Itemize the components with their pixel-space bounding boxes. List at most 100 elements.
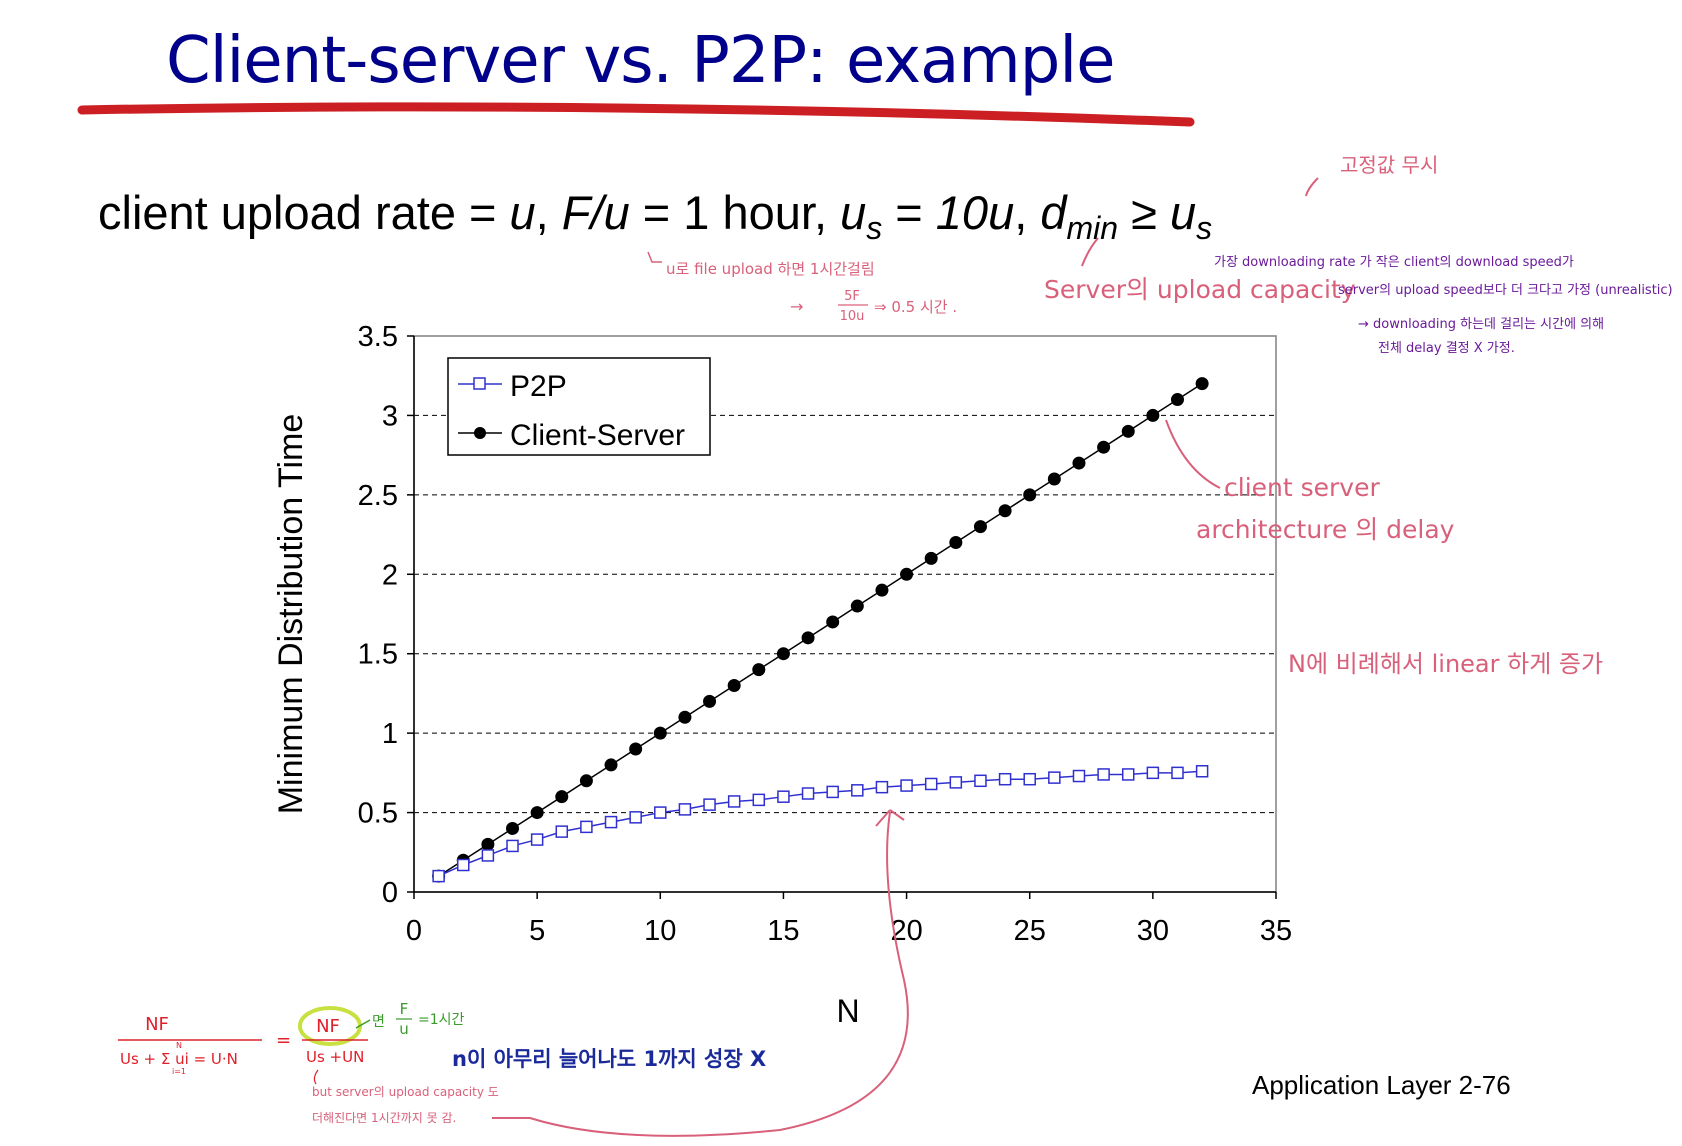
- x-tick-label: 25: [1014, 915, 1046, 947]
- client-server-point: [875, 583, 889, 597]
- formula-eq: =: [276, 1030, 291, 1051]
- x-axis-label: N: [836, 993, 859, 1029]
- client-server-point: [1072, 456, 1086, 470]
- x-tick-label: 0: [406, 915, 422, 947]
- param-text-5: ,: [1014, 186, 1041, 239]
- formula-sum-top: N: [176, 1041, 182, 1050]
- param-text-4: =: [882, 186, 936, 239]
- note-half-hour: ⇒ 0.5 시간 .: [874, 298, 957, 316]
- param-us2: u: [1169, 186, 1197, 239]
- param-us: u: [840, 186, 867, 239]
- p2p-point: [974, 774, 987, 788]
- p2p-point: [432, 869, 445, 883]
- param-d: d: [1040, 186, 1067, 239]
- slide-title: Client-server vs. P2P: example: [166, 24, 1115, 98]
- note-fu-num: F: [400, 1000, 409, 1018]
- note-dmin-2: server의 upload speed보다 더 크다고 가정 (unreali…: [1338, 283, 1673, 298]
- client-server-point: [1121, 424, 1135, 438]
- y-tick-label: 0: [382, 877, 398, 909]
- p2p-point: [1171, 766, 1184, 780]
- legend-cs-label: Client-Server: [510, 419, 685, 452]
- legend-cs-marker: [474, 427, 486, 439]
- note-n-grow: n이 아무리 늘어나도 1까지 성장 X: [452, 1047, 766, 1071]
- p2p-point: [457, 858, 470, 872]
- note-dmin-3: → downloading 하는데 걸리는 시간에 의해: [1358, 317, 1604, 332]
- y-tick-label: 1: [382, 718, 398, 750]
- client-server-point: [973, 520, 987, 534]
- note-one-hour: =1시간: [418, 1012, 465, 1028]
- p2p-point: [826, 785, 839, 799]
- client-server-point: [998, 504, 1012, 518]
- note-fixed-ignore: 고정값 무시: [1340, 153, 1438, 177]
- client-server-line: [438, 383, 1203, 877]
- note-fu-den: u: [399, 1020, 409, 1038]
- client-server-point: [1023, 488, 1037, 502]
- x-tick-label: 35: [1260, 915, 1292, 947]
- p2p-point: [530, 833, 544, 846]
- p2p-point: [703, 798, 716, 811]
- note-frac-den: 10u: [840, 309, 865, 324]
- p2p-point: [604, 815, 618, 829]
- legend-p2p-marker: [473, 377, 486, 390]
- p2p-point: [1121, 768, 1135, 781]
- note-arrow: →: [790, 297, 803, 316]
- note-server-capacity: Server의 upload capacity: [1044, 275, 1356, 304]
- client-server-point: [506, 821, 520, 835]
- client-server-point: [826, 615, 840, 629]
- y-axis-label: Minimum Distribution Time: [272, 414, 310, 815]
- y-tick-label: 0.5: [358, 798, 398, 830]
- p2p-point: [506, 839, 519, 853]
- note-but-1: but server의 upload capacity 도: [312, 1085, 499, 1099]
- p2p-point: [924, 777, 938, 791]
- note-cs-delay-1: client server: [1224, 473, 1380, 502]
- formula2-num: NF: [316, 1016, 340, 1037]
- x-tick-label: 5: [529, 915, 545, 947]
- formula2-den: Us +UN: [306, 1048, 364, 1066]
- p2p-point: [777, 790, 790, 803]
- client-server-point: [481, 837, 495, 851]
- param-d-sub: min: [1066, 210, 1119, 246]
- param-text-2: ,: [535, 186, 562, 239]
- p2p-point: [580, 820, 593, 834]
- note-cs-delay-2: architecture 의 delay: [1196, 515, 1455, 544]
- p2p-point: [1097, 768, 1110, 781]
- client-server-point: [727, 678, 741, 692]
- client-server-point: [1170, 393, 1184, 407]
- client-server-point: [801, 631, 815, 645]
- slide-footer: Application Layer 2-76: [1252, 1070, 1511, 1100]
- client-server-point: [1047, 472, 1061, 486]
- p2p-point: [678, 803, 692, 816]
- p2p-point: [875, 780, 889, 794]
- p2p-point: [949, 776, 963, 789]
- p2p-point: [1023, 772, 1036, 786]
- formula-sum-bot: i=1: [172, 1067, 186, 1076]
- client-server-point: [579, 774, 593, 788]
- x-tick-label: 30: [1137, 915, 1169, 947]
- param-text-3: = 1 hour,: [629, 186, 841, 239]
- formula-den: Us + Σ ui = U·N: [120, 1050, 238, 1068]
- formula-num: NF: [145, 1014, 169, 1035]
- y-tick-label: 3.5: [358, 321, 398, 353]
- param-u: u: [509, 186, 536, 239]
- p2p-point: [629, 811, 642, 824]
- x-tick-label: 15: [767, 915, 799, 947]
- p2p-point: [555, 825, 569, 838]
- y-tick-label: 1.5: [358, 639, 398, 671]
- p2p-point: [654, 806, 667, 819]
- p2p-point: [900, 779, 913, 792]
- note-dmin-4: 전체 delay 결정 X 가정.: [1378, 341, 1515, 356]
- y-tick-label: 2.5: [358, 480, 398, 512]
- p2p-point: [801, 787, 815, 800]
- note-linear: N에 비례해서 linear 하게 증가: [1288, 650, 1603, 678]
- parameter-line: client upload rate = u, F/u = 1 hour, us…: [98, 185, 1212, 247]
- note-u-upload: u로 file upload 하면 1시간걸림: [666, 260, 875, 278]
- legend: P2P Client-Server: [447, 357, 711, 456]
- legend-box: [447, 357, 711, 456]
- note-frac-num: 5F: [844, 289, 860, 304]
- p2p-point: [1072, 769, 1086, 783]
- client-server-point: [949, 536, 963, 550]
- legend-p2p-label: P2P: [510, 370, 567, 403]
- param-us2-sub: s: [1196, 210, 1213, 246]
